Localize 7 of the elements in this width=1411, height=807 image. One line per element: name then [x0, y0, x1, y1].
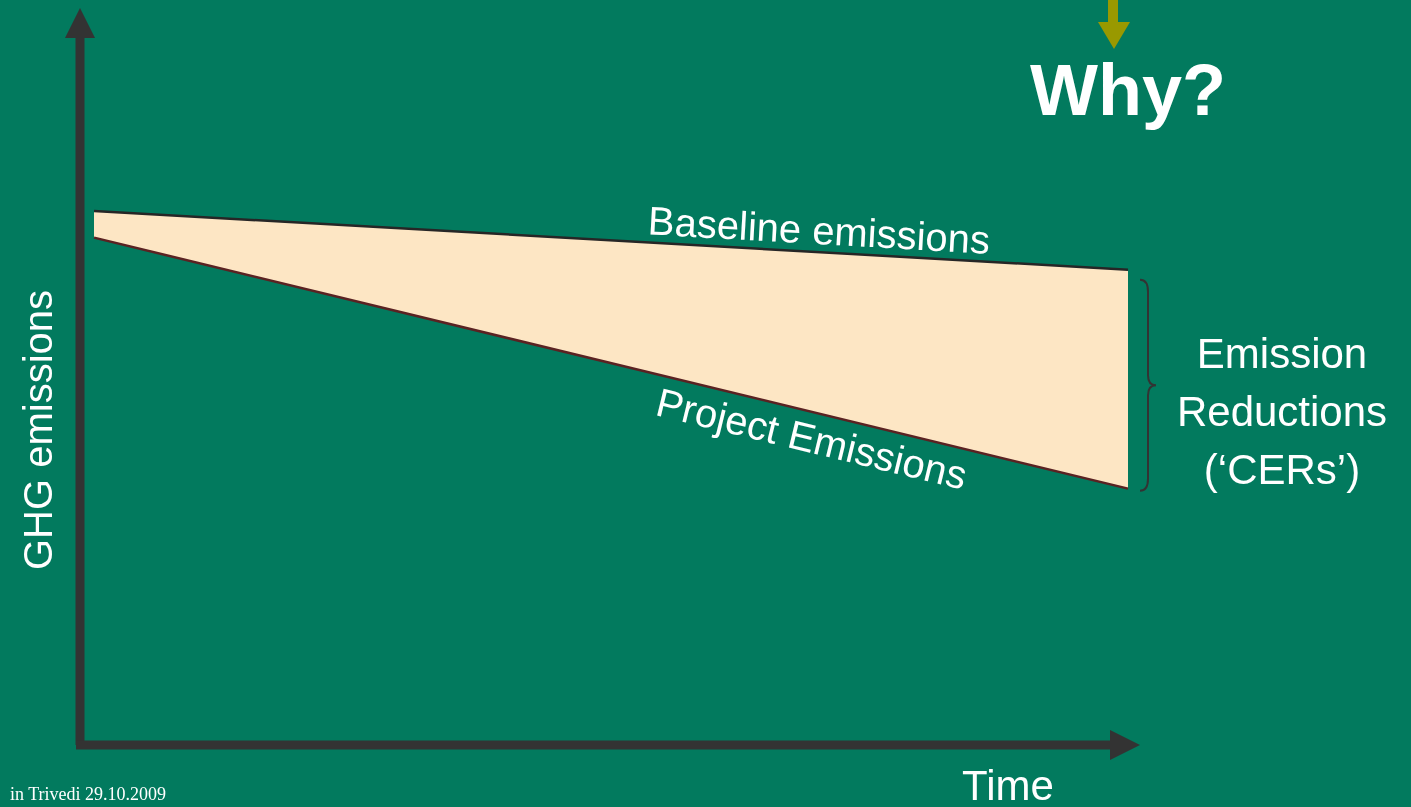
annotation: Emission Reductions (‘CERs’)	[1176, 330, 1388, 493]
text: Project Emissions	[652, 379, 972, 498]
series-label: Baseline emissions	[646, 198, 992, 262]
x-axis-title: Time	[962, 762, 1054, 807]
y-axis-title: GHG emissions	[16, 289, 60, 571]
text: in Trivedi 29.10.2009	[10, 784, 167, 804]
text: Why?	[1030, 50, 1226, 130]
